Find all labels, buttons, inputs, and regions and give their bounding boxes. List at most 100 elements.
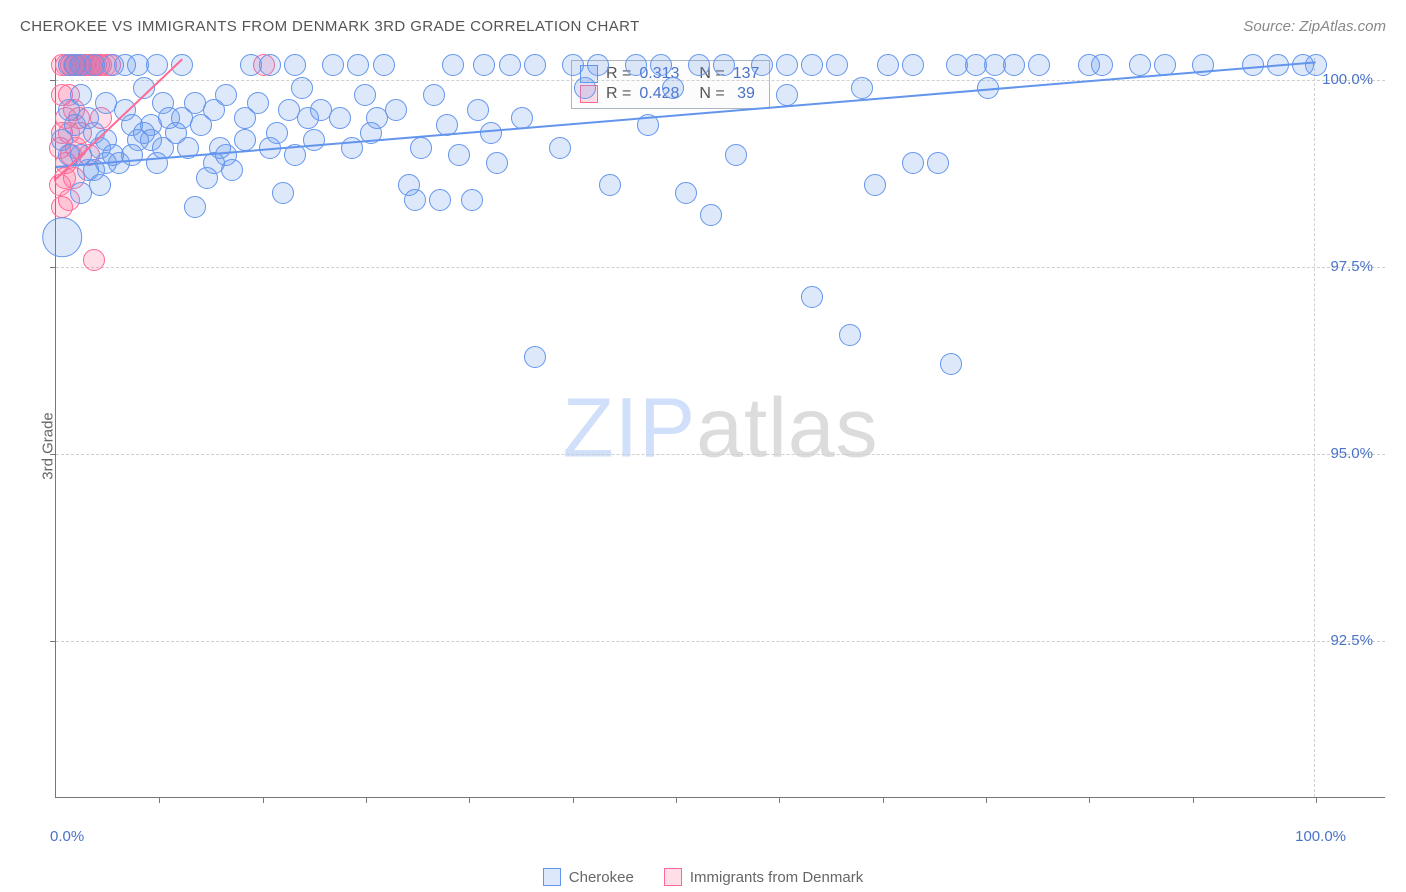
data-point <box>801 286 823 308</box>
data-point <box>373 54 395 76</box>
data-point <box>266 122 288 144</box>
data-point <box>1091 54 1113 76</box>
data-point <box>801 54 823 76</box>
legend-swatch-blue <box>543 868 561 886</box>
x-tick <box>779 797 780 803</box>
data-point <box>43 218 83 258</box>
data-point <box>410 137 432 159</box>
data-point <box>675 182 697 204</box>
data-point <box>480 122 502 144</box>
data-point <box>347 54 369 76</box>
data-point <box>877 54 899 76</box>
legend-item-denmark: Immigrants from Denmark <box>664 868 863 886</box>
y-axis-title: 3rd Grade <box>39 412 56 480</box>
x-tick <box>469 797 470 803</box>
data-point <box>776 54 798 76</box>
data-point <box>1003 54 1025 76</box>
x-tick <box>573 797 574 803</box>
x-tick <box>986 797 987 803</box>
y-tick <box>50 267 56 268</box>
data-point <box>826 54 848 76</box>
data-point <box>448 144 470 166</box>
data-point <box>625 54 647 76</box>
data-point <box>247 92 269 114</box>
x-axis-min-label: 0.0% <box>50 828 84 845</box>
data-point <box>215 84 237 106</box>
x-tick <box>366 797 367 803</box>
data-point <box>776 84 798 106</box>
x-tick <box>1089 797 1090 803</box>
data-point <box>524 54 546 76</box>
y-tick <box>50 454 56 455</box>
legend-item-cherokee: Cherokee <box>543 868 634 886</box>
data-point <box>322 54 344 76</box>
x-tick <box>1193 797 1194 803</box>
legend-label-denmark: Immigrants from Denmark <box>690 869 863 886</box>
data-point <box>940 353 962 375</box>
data-point <box>385 99 407 121</box>
data-point <box>902 152 924 174</box>
data-point <box>499 54 521 76</box>
x-tick <box>263 797 264 803</box>
data-point <box>329 107 351 129</box>
data-point <box>511 107 533 129</box>
data-point <box>429 189 451 211</box>
data-point <box>562 54 584 76</box>
data-point <box>864 174 886 196</box>
data-point <box>284 54 306 76</box>
x-tick <box>883 797 884 803</box>
data-point <box>83 249 105 271</box>
data-point <box>688 54 710 76</box>
watermark: ZIPatlas <box>562 379 878 476</box>
data-point <box>650 54 672 76</box>
data-point <box>303 129 325 151</box>
data-point <box>70 182 92 204</box>
data-point <box>700 204 722 226</box>
data-point <box>423 84 445 106</box>
legend-label-cherokee: Cherokee <box>569 869 634 886</box>
data-point <box>1129 54 1151 76</box>
data-point <box>725 144 747 166</box>
data-point <box>1305 54 1327 76</box>
data-point <box>662 77 684 99</box>
y-tick <box>50 80 56 81</box>
data-point <box>473 54 495 76</box>
plot-right-edge <box>1314 58 1315 797</box>
y-tick-label: 97.5% <box>1330 258 1373 275</box>
data-point <box>851 77 873 99</box>
plot-area: ZIPatlas R =0.313N =137R =0.428N = 39 10… <box>55 58 1385 798</box>
x-axis-max-label: 100.0% <box>1295 828 1346 845</box>
data-point <box>89 174 111 196</box>
data-point <box>442 54 464 76</box>
source-attribution: Source: ZipAtlas.com <box>1243 18 1386 35</box>
data-point <box>259 54 281 76</box>
y-tick-label: 92.5% <box>1330 632 1373 649</box>
y-tick <box>50 641 56 642</box>
data-point <box>927 152 949 174</box>
y-tick-label: 95.0% <box>1330 445 1373 462</box>
data-point <box>184 196 206 218</box>
data-point <box>587 54 609 76</box>
x-tick <box>676 797 677 803</box>
data-point <box>234 129 256 151</box>
data-point <box>461 189 483 211</box>
x-tick <box>159 797 160 803</box>
gridline-h <box>56 454 1385 455</box>
gridline-h <box>56 267 1385 268</box>
data-point <box>549 137 571 159</box>
data-point <box>354 84 376 106</box>
gridline-h <box>56 80 1385 81</box>
data-point <box>599 174 621 196</box>
data-point <box>404 189 426 211</box>
data-point <box>486 152 508 174</box>
data-point <box>524 346 546 368</box>
data-point <box>221 159 243 181</box>
chart-title: CHEROKEE VS IMMIGRANTS FROM DENMARK 3RD … <box>20 18 640 35</box>
data-point <box>1028 54 1050 76</box>
gridline-h <box>56 641 1385 642</box>
bottom-legend: Cherokee Immigrants from Denmark <box>0 868 1406 886</box>
x-tick <box>1316 797 1317 803</box>
data-point <box>751 54 773 76</box>
legend-swatch-pink <box>664 868 682 886</box>
data-point <box>839 324 861 346</box>
